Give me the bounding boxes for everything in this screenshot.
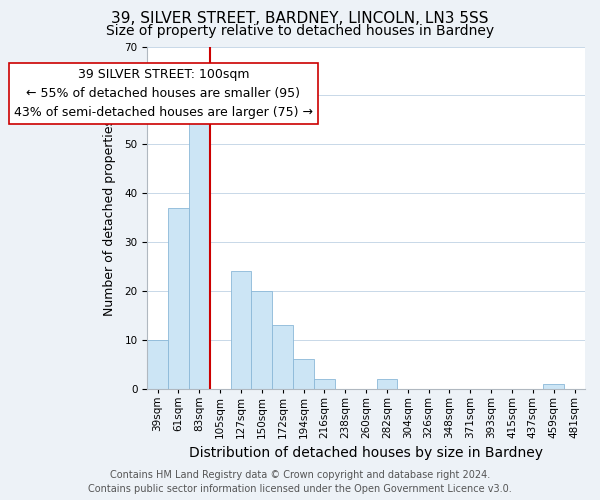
Bar (314, 379, 335, 388)
Bar (293, 360, 314, 388)
Bar (377, 379, 397, 388)
Bar (230, 272, 251, 388)
Bar (251, 291, 272, 388)
Text: Size of property relative to detached houses in Bardney: Size of property relative to detached ho… (106, 24, 494, 38)
Text: Contains HM Land Registry data © Crown copyright and database right 2024.
Contai: Contains HM Land Registry data © Crown c… (88, 470, 512, 494)
Bar (147, 340, 168, 388)
Text: 39 SILVER STREET: 100sqm
← 55% of detached houses are smaller (95)
43% of semi-d: 39 SILVER STREET: 100sqm ← 55% of detach… (14, 68, 313, 120)
Y-axis label: Number of detached properties: Number of detached properties (103, 119, 116, 316)
Bar (272, 325, 293, 388)
X-axis label: Distribution of detached houses by size in Bardney: Distribution of detached houses by size … (189, 446, 543, 460)
Bar (189, 115, 210, 388)
Bar (544, 384, 564, 388)
Text: 39, SILVER STREET, BARDNEY, LINCOLN, LN3 5SS: 39, SILVER STREET, BARDNEY, LINCOLN, LN3… (111, 11, 489, 26)
Bar (168, 208, 189, 388)
